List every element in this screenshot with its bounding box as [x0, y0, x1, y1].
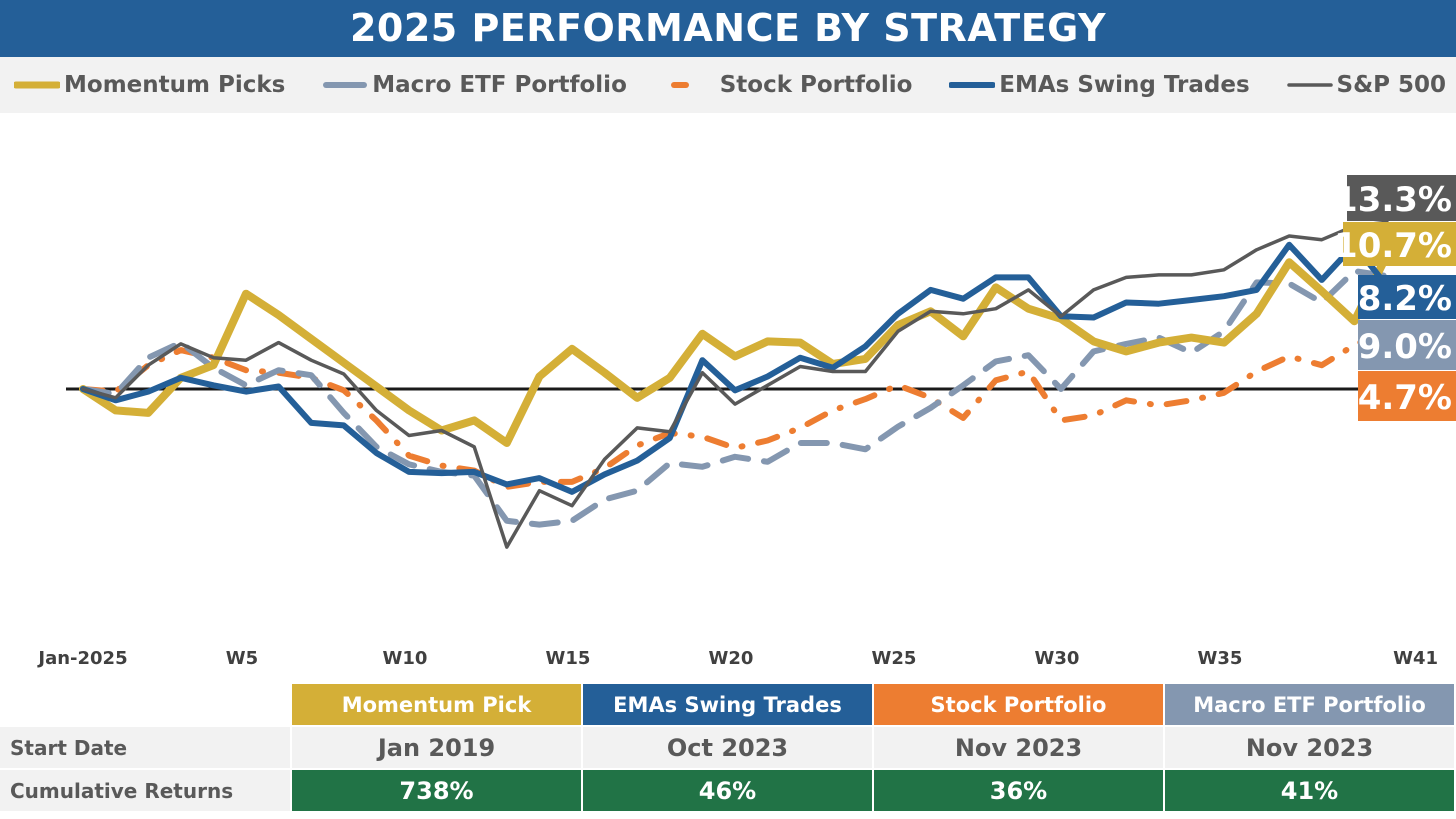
- table-cell: Nov 2023: [874, 727, 1163, 768]
- x-tick-label: W5: [225, 648, 259, 669]
- x-tick-label: W20: [708, 648, 754, 669]
- legend-label: Macro ETF Portfolio: [372, 72, 627, 98]
- x-tick-label: W30: [1034, 648, 1080, 669]
- series-line-s-p-500: [81, 220, 1389, 549]
- table-row: Cumulative Returns 738% 46% 36% 41%: [0, 770, 1454, 811]
- table-header-stock: Stock Portfolio: [874, 684, 1163, 725]
- legend-swatch-stock: [670, 82, 689, 88]
- legend-swatch-emas: [949, 82, 996, 88]
- row-label-cumulative-returns: Cumulative Returns: [0, 770, 290, 811]
- legend-swatch-sp500: [1286, 83, 1333, 87]
- series-line-emas-swing-trades: [80, 241, 1390, 495]
- legend-item-sp500: S&P 500: [1286, 72, 1447, 98]
- table-cell: Jan 2019: [292, 727, 581, 768]
- legend-swatch-momentum: [14, 81, 60, 89]
- table-cell: 738%: [292, 770, 581, 811]
- legend-item-emas-swing: EMAs Swing Trades: [949, 72, 1250, 98]
- end-label-value: 4.7%: [1358, 378, 1452, 418]
- end-label-box: [1358, 275, 1456, 319]
- chart-title: 2025 PERFORMANCE BY STRATEGY: [0, 0, 1456, 57]
- row-label-start-date: Start Date: [0, 727, 290, 768]
- legend-item-macro-etf: Macro ETF Portfolio: [322, 72, 627, 98]
- table-cell: Oct 2023: [583, 727, 872, 768]
- x-tick-label: W41: [1393, 648, 1439, 669]
- table-cell: 46%: [583, 770, 872, 811]
- strategy-summary-table: Momentum Pick EMAs Swing Trades Stock Po…: [0, 682, 1456, 813]
- legend-label: Stock Portfolio: [719, 72, 913, 98]
- end-label-value: 8.2%: [1358, 279, 1452, 319]
- table-header-row: Momentum Pick EMAs Swing Trades Stock Po…: [0, 684, 1454, 725]
- table-header-macro: Macro ETF Portfolio: [1165, 684, 1454, 725]
- end-label-value: 9.0%: [1358, 327, 1452, 367]
- series-line-macro-etf-portfolio: [80, 268, 1390, 528]
- line-chart: 13.3% 10.7% 8.2% 9.0% 4.7%: [66, 175, 1456, 549]
- table-header-emas: EMAs Swing Trades: [583, 684, 872, 725]
- end-label-box: [1358, 320, 1456, 370]
- legend-label: EMAs Swing Trades: [999, 72, 1250, 98]
- legend-label: S&P 500: [1336, 72, 1447, 98]
- end-label-value: 10.7%: [1334, 226, 1452, 266]
- x-tick-label: W35: [1197, 648, 1243, 669]
- table-cell: Nov 2023: [1165, 727, 1454, 768]
- table-corner: [0, 684, 290, 725]
- table-cell: 41%: [1165, 770, 1454, 811]
- series-line-momentum-picks: [79, 250, 1391, 447]
- x-tick-label: W10: [382, 648, 428, 669]
- x-tick-label: Jan-2025: [38, 648, 128, 669]
- end-label-box: [1358, 371, 1456, 421]
- end-label-value: 13.3%: [1334, 180, 1452, 220]
- x-tick-label: W25: [871, 648, 917, 669]
- legend-item-stock-portfolio: Stock Portfolio: [664, 72, 913, 98]
- x-tick-label: W15: [545, 648, 591, 669]
- table-header-momentum: Momentum Pick: [292, 684, 581, 725]
- chart-legend: Momentum Picks Macro ETF Portfolio Stock…: [0, 57, 1456, 113]
- table-row: Start Date Jan 2019 Oct 2023 Nov 2023 No…: [0, 727, 1454, 768]
- table-cell: 36%: [874, 770, 1163, 811]
- end-label-box: [1347, 175, 1456, 221]
- legend-label: Momentum Picks: [64, 72, 286, 98]
- legend-item-momentum-picks: Momentum Picks: [14, 72, 285, 98]
- end-label-box: [1343, 222, 1456, 266]
- legend-swatch-macro: [323, 82, 368, 88]
